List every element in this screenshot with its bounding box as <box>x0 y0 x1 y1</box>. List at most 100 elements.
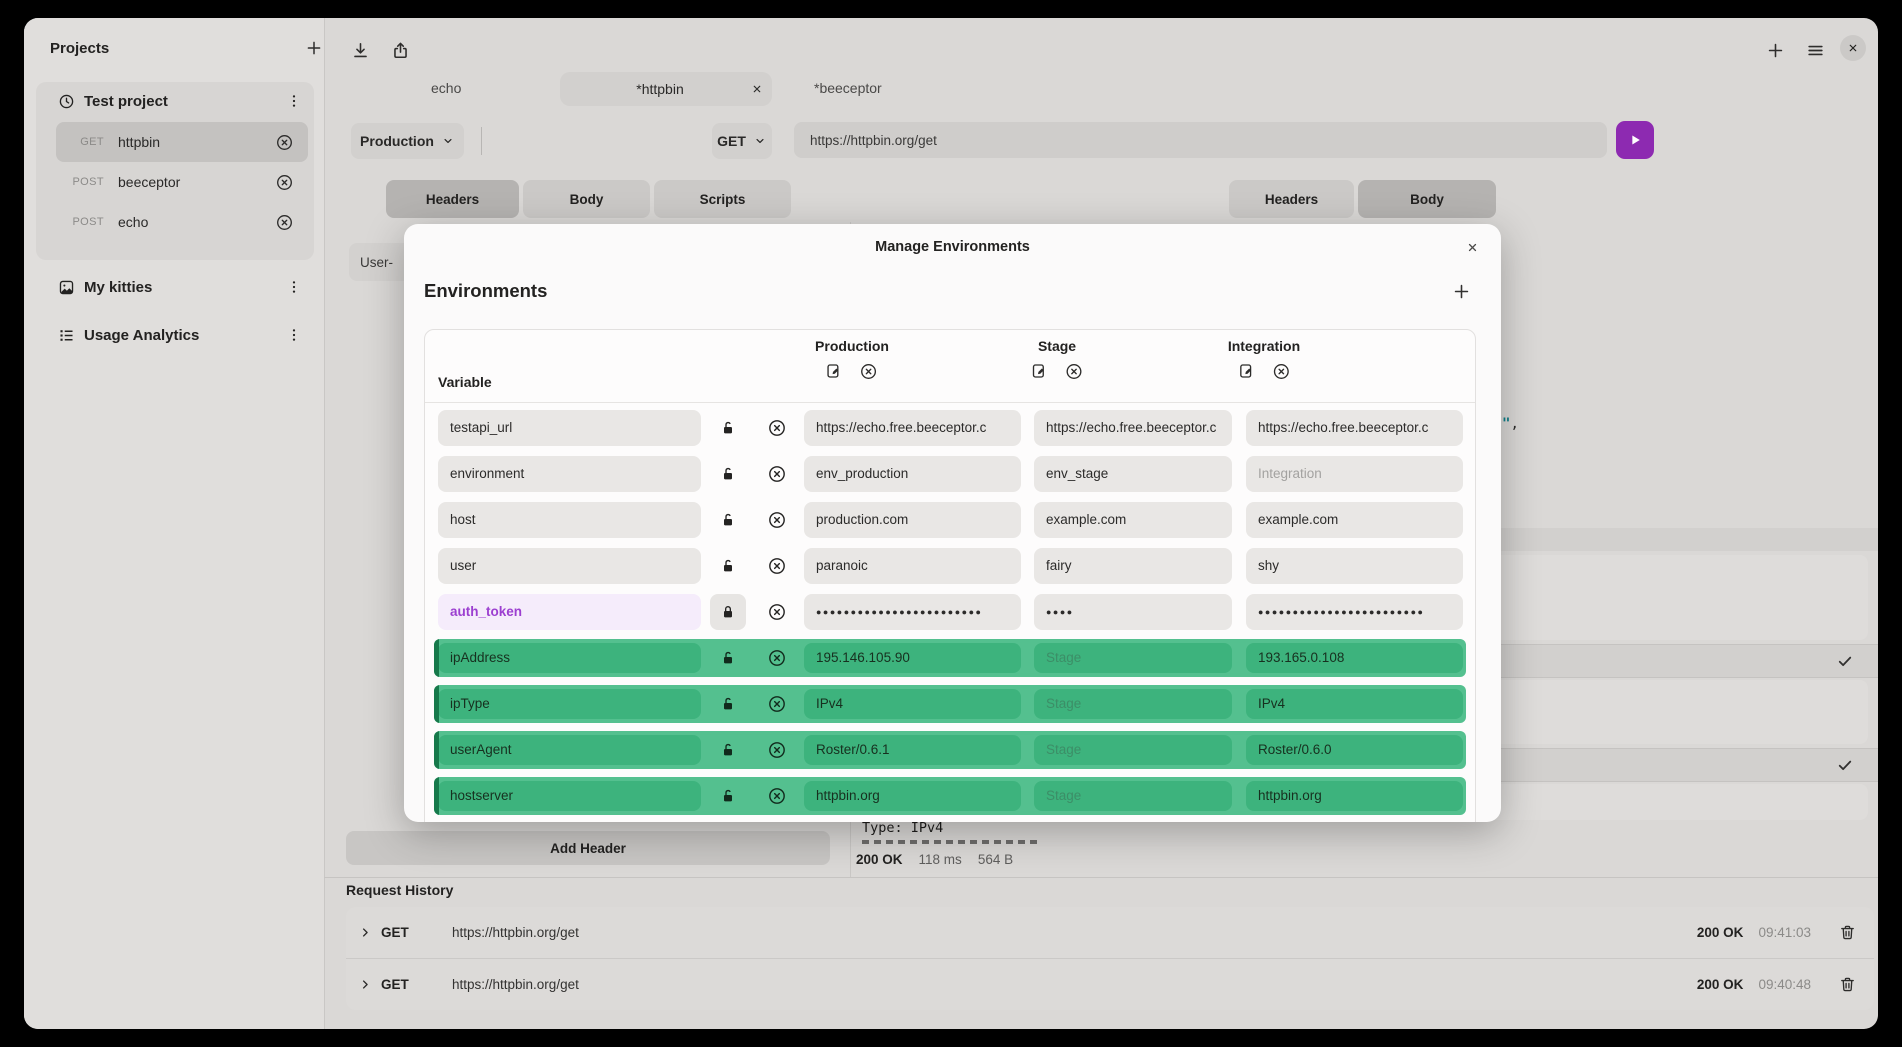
integration-value-field[interactable]: ●●●●●●●●●●●●●●●●●●●●●●●● <box>1246 594 1463 630</box>
menu-burger-icon[interactable] <box>1802 37 1828 63</box>
rename-environment-icon[interactable] <box>825 362 843 381</box>
integration-value-field[interactable]: Integration <box>1246 456 1463 492</box>
production-value-field[interactable]: env_production <box>804 456 1021 492</box>
production-value-field[interactable]: ●●●●●●●●●●●●●●●●●●●●●●●● <box>804 594 1021 630</box>
add-project-button[interactable] <box>300 34 328 62</box>
method-dropdown[interactable]: GET <box>712 123 772 159</box>
stage-value-field[interactable]: Stage <box>1034 689 1232 719</box>
variable-name-field[interactable]: environment <box>438 456 701 492</box>
tab-httpbin-active[interactable]: *httpbin <box>560 72 772 106</box>
request-tab-headers[interactable]: Headers <box>386 180 519 218</box>
lock-open-icon[interactable] <box>716 742 740 758</box>
response-tab-body[interactable]: Body <box>1358 180 1496 218</box>
new-tab-plus-icon[interactable] <box>1762 37 1788 63</box>
integration-value-field[interactable]: 193.165.0.108 <box>1246 643 1463 673</box>
delete-variable-icon[interactable] <box>765 694 789 714</box>
trash-icon[interactable] <box>1839 976 1856 993</box>
integration-value-field[interactable]: httpbin.org <box>1246 781 1463 811</box>
delete-variable-icon[interactable] <box>765 556 789 576</box>
stage-value-field[interactable]: env_stage <box>1034 456 1232 492</box>
lock-open-icon[interactable] <box>716 696 740 712</box>
delete-variable-icon[interactable] <box>765 786 789 806</box>
delete-variable-icon[interactable] <box>765 418 789 438</box>
variable-name-field[interactable]: hostserver <box>438 781 701 811</box>
section-menu-icon[interactable] <box>286 279 302 295</box>
delete-variable-icon[interactable] <box>765 602 789 622</box>
production-value-field[interactable]: Roster/0.6.1 <box>804 735 1021 765</box>
section-menu-icon[interactable] <box>286 327 302 343</box>
lock-closed-icon[interactable] <box>710 594 746 630</box>
chevron-right-icon[interactable] <box>358 925 373 940</box>
add-header-button[interactable]: Add Header <box>346 831 830 865</box>
variable-name-field[interactable]: auth_token <box>438 594 701 630</box>
project-header[interactable]: Test project <box>36 82 314 120</box>
lock-open-icon[interactable] <box>716 512 740 528</box>
variable-name-field[interactable]: user <box>438 548 701 584</box>
export-upload-icon[interactable] <box>388 38 412 62</box>
import-download-icon[interactable] <box>348 38 372 62</box>
request-tab-scripts[interactable]: Scripts <box>654 180 791 218</box>
remove-request-icon[interactable] <box>275 213 294 232</box>
stage-value-field[interactable]: Stage <box>1034 781 1232 811</box>
stage-value-field[interactable]: Stage <box>1034 735 1232 765</box>
integration-value-field[interactable]: https://echo.free.beeceptor.c <box>1246 410 1463 446</box>
request-tab-body[interactable]: Body <box>523 180 650 218</box>
lock-open-icon[interactable] <box>716 466 740 482</box>
rename-environment-icon[interactable] <box>1238 362 1256 381</box>
history-row[interactable]: GET https://httpbin.org/get 200 OK 09:40… <box>346 958 1874 1010</box>
rename-environment-icon[interactable] <box>1031 362 1049 381</box>
header-name-chip[interactable]: User- <box>349 243 413 281</box>
sidebar-item-my-kitties[interactable]: My kitties <box>36 270 314 304</box>
window-close-button[interactable] <box>1840 35 1866 61</box>
lock-open-icon[interactable] <box>716 788 740 804</box>
stage-value-field[interactable]: ●●●● <box>1034 594 1232 630</box>
remove-request-icon[interactable] <box>275 133 294 152</box>
integration-value-field[interactable]: Roster/0.6.0 <box>1246 735 1463 765</box>
project-menu-icon[interactable] <box>286 93 302 109</box>
variable-name-field[interactable]: ipType <box>438 689 701 719</box>
variable-name-field[interactable]: ipAddress <box>438 643 701 673</box>
stage-value-field[interactable]: https://echo.free.beeceptor.c <box>1034 410 1232 446</box>
integration-value-field[interactable]: IPv4 <box>1246 689 1463 719</box>
lock-open-icon[interactable] <box>716 420 740 436</box>
delete-environment-icon[interactable] <box>1065 362 1084 381</box>
production-value-field[interactable]: https://echo.free.beeceptor.c <box>804 410 1021 446</box>
production-value-field[interactable]: production.com <box>804 502 1021 538</box>
delete-variable-icon[interactable] <box>765 740 789 760</box>
history-row[interactable]: GET https://httpbin.org/get 200 OK 09:41… <box>346 907 1874 958</box>
stage-value-field[interactable]: example.com <box>1034 502 1232 538</box>
production-value-field[interactable]: 195.146.105.90 <box>804 643 1021 673</box>
variable-name-field[interactable]: userAgent <box>438 735 701 765</box>
chevron-right-icon[interactable] <box>358 977 373 992</box>
tab-echo[interactable]: echo <box>431 80 462 96</box>
sidebar-request-echo[interactable]: POST echo <box>56 202 308 242</box>
variable-name-field[interactable]: host <box>438 502 701 538</box>
delete-environment-icon[interactable] <box>859 362 878 381</box>
delete-variable-icon[interactable] <box>765 648 789 668</box>
sidebar-item-usage-analytics[interactable]: Usage Analytics <box>36 318 314 352</box>
delete-variable-icon[interactable] <box>765 510 789 530</box>
send-request-button[interactable] <box>1616 121 1654 159</box>
delete-environment-icon[interactable] <box>1272 362 1291 381</box>
url-input[interactable]: https://httpbin.org/get <box>794 122 1607 158</box>
production-value-field[interactable]: IPv4 <box>804 689 1021 719</box>
lock-open-icon[interactable] <box>716 650 740 666</box>
stage-value-field[interactable]: Stage <box>1034 643 1232 673</box>
tab-beeceptor[interactable]: *beeceptor <box>814 80 882 96</box>
trash-icon[interactable] <box>1839 924 1856 941</box>
sidebar-request-beeceptor[interactable]: POST beeceptor <box>56 162 308 202</box>
delete-variable-icon[interactable] <box>765 464 789 484</box>
response-tab-headers[interactable]: Headers <box>1229 180 1354 218</box>
remove-request-icon[interactable] <box>275 173 294 192</box>
stage-value-field[interactable]: fairy <box>1034 548 1232 584</box>
close-tab-icon[interactable] <box>742 83 772 95</box>
lock-open-icon[interactable] <box>716 558 740 574</box>
integration-value-field[interactable]: shy <box>1246 548 1463 584</box>
variable-name-field[interactable]: testapi_url <box>438 410 701 446</box>
add-environment-icon[interactable] <box>1452 282 1471 301</box>
modal-close-icon[interactable] <box>1461 236 1483 258</box>
production-value-field[interactable]: paranoic <box>804 548 1021 584</box>
environment-dropdown[interactable]: Production <box>351 123 464 159</box>
sidebar-request-httpbin[interactable]: GET httpbin <box>56 122 308 162</box>
production-value-field[interactable]: httpbin.org <box>804 781 1021 811</box>
